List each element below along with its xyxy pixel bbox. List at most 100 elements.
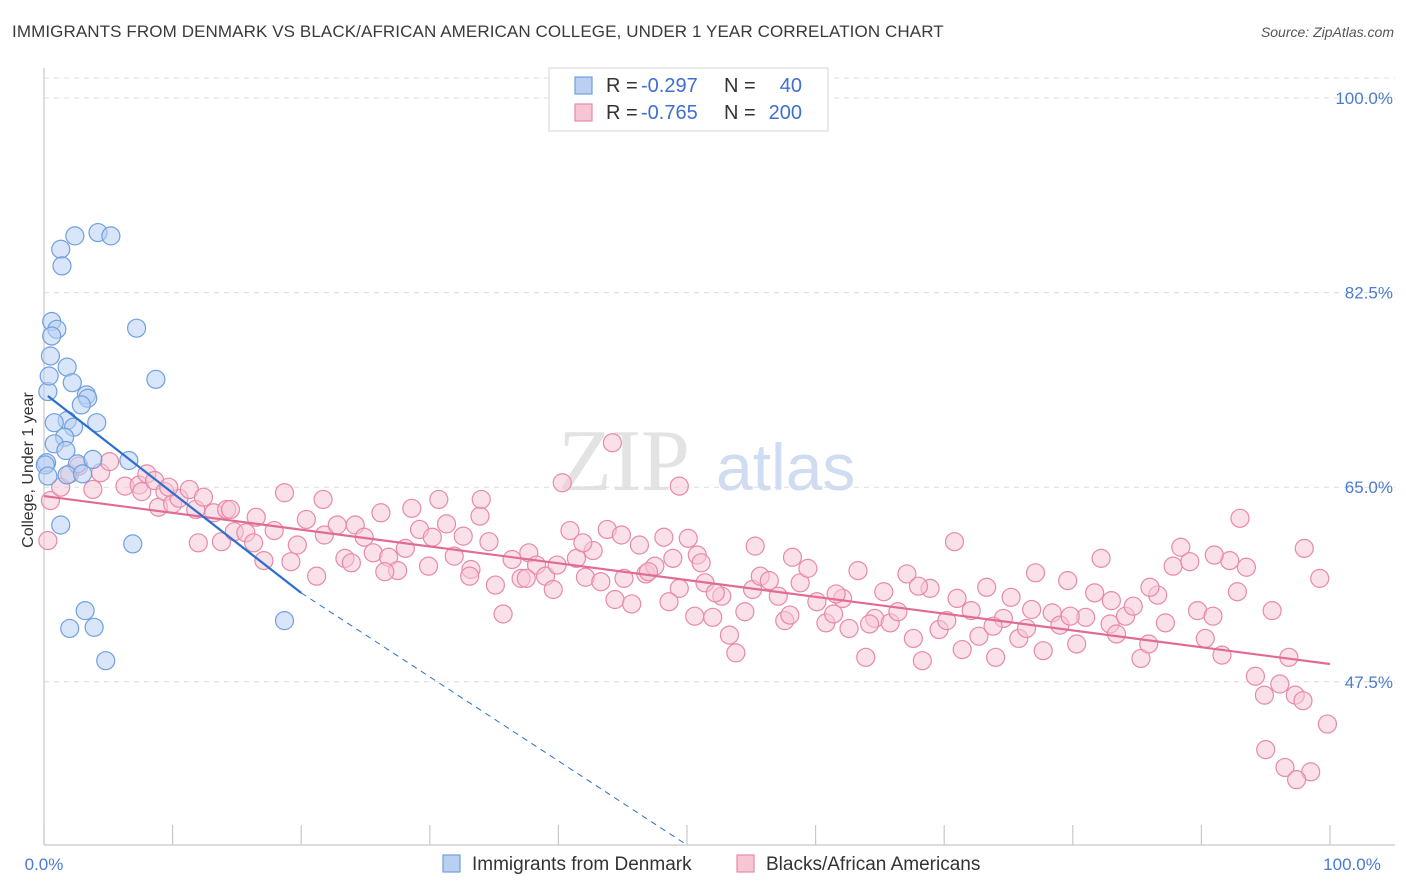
pink-point-191	[159, 477, 179, 497]
blue-point-33	[123, 534, 143, 554]
blue-point-16	[39, 366, 59, 386]
pink-point-0	[38, 530, 58, 551]
y-tick-labels: 47.5% 65.0% 82.5% 100.0%	[1335, 89, 1393, 692]
pink-point-170	[860, 614, 880, 634]
pink-point-127	[1085, 583, 1105, 603]
pink-point-49	[453, 526, 473, 546]
legend-swatch-pink	[574, 103, 593, 122]
y-tick-label-2: 82.5%	[1345, 284, 1393, 303]
pink-point-181	[516, 568, 536, 588]
pink-point-46	[429, 489, 449, 510]
blue-point-11	[62, 373, 82, 393]
pink-point-149	[1262, 601, 1282, 621]
pink-point-111	[952, 639, 972, 660]
pink-point-179	[573, 533, 593, 553]
pink-point-80	[703, 607, 723, 627]
pink-point-186	[341, 553, 361, 573]
pink-point-115	[986, 647, 1006, 667]
pink-point-5	[83, 479, 103, 500]
pink-point-43	[402, 498, 422, 518]
pink-point-157	[1256, 740, 1276, 760]
legend-r-label-0: R =	[606, 75, 638, 97]
pink-point-51	[470, 506, 490, 526]
pink-point-153	[1293, 691, 1313, 711]
pink-point-164	[1101, 591, 1121, 611]
pink-point-160	[1294, 538, 1314, 558]
legend-swatch-blue	[574, 76, 593, 95]
pink-point-60	[543, 579, 563, 600]
pink-point-124	[1058, 571, 1078, 591]
pink-point-47	[436, 514, 457, 534]
pink-point-109	[937, 611, 957, 631]
x-tick-label-min: 0.0%	[25, 855, 64, 874]
pink-point-194	[691, 553, 711, 573]
blue-point-36	[84, 617, 104, 637]
pink-point-132	[1123, 596, 1143, 616]
pink-point-7	[99, 452, 120, 472]
legend-n-label-0: N =	[724, 75, 756, 97]
pink-point-99	[856, 647, 876, 667]
pink-point-82	[719, 625, 740, 645]
blue-point-4	[52, 256, 72, 276]
pink-point-138	[1171, 537, 1191, 557]
pink-point-184	[422, 527, 442, 547]
pink-point-183	[460, 566, 480, 586]
blue-point-8	[40, 346, 61, 366]
legend-r-label-1: R =	[606, 102, 638, 124]
series-immigrants-from-denmark	[35, 222, 295, 671]
pink-point-84	[735, 602, 755, 622]
bottom-legend-label-0: Immigrants from Denmark	[472, 854, 692, 875]
pink-point-175	[685, 606, 705, 626]
trend-line-blue-extension	[300, 592, 688, 846]
pink-point-150	[1270, 674, 1290, 694]
blue-point-7	[42, 326, 62, 346]
pink-point-48	[444, 546, 464, 566]
pink-point-27	[254, 550, 274, 571]
pink-point-101	[874, 582, 894, 602]
pink-point-77	[678, 528, 698, 548]
pink-point-92	[798, 558, 818, 578]
pink-point-68	[605, 589, 625, 610]
pink-point-45	[418, 556, 439, 576]
pink-point-187	[313, 489, 333, 510]
pink-point-30	[281, 552, 301, 572]
y-tick-label-3: 100.0%	[1335, 89, 1393, 108]
pink-point-134	[1139, 634, 1159, 654]
pink-point-62	[560, 520, 580, 541]
pink-point-70	[622, 594, 642, 614]
blue-point-1	[51, 239, 71, 259]
x-axis-ticks	[43, 825, 1331, 845]
pink-point-39	[371, 503, 391, 523]
pink-point-61	[552, 473, 572, 493]
pink-point-104	[897, 564, 917, 584]
pink-point-95	[824, 604, 844, 624]
pink-point-105	[903, 628, 923, 649]
pink-point-159	[1286, 770, 1307, 790]
blue-point-39	[38, 466, 58, 486]
pink-point-52	[479, 532, 499, 552]
blue-point-0	[65, 226, 85, 246]
pink-point-125	[1067, 634, 1087, 654]
blue-point-24	[56, 440, 76, 461]
blue-point-20	[87, 413, 107, 433]
blue-point-14	[146, 369, 166, 389]
blue-point-38	[96, 651, 116, 671]
pink-point-22	[211, 532, 232, 552]
legend-box: R = -0.297 N = 40 R = -0.765 N = 200	[548, 67, 829, 132]
pink-point-192	[669, 476, 689, 496]
pink-point-106	[912, 651, 932, 671]
pink-point-190	[220, 499, 241, 520]
x-tick-label-max: 100.0%	[1323, 855, 1381, 874]
pink-point-119	[1016, 618, 1037, 639]
trend-line-blue	[47, 395, 302, 594]
blue-point-9	[126, 318, 147, 338]
watermark-zip: ZIP	[558, 413, 690, 510]
pink-point-136	[1155, 613, 1175, 633]
blue-point-34	[75, 601, 95, 621]
blue-point-3	[101, 226, 121, 246]
pink-point-20	[188, 533, 208, 553]
watermark-atlas: atlas	[716, 430, 855, 504]
pink-point-156	[1317, 714, 1338, 734]
pink-point-110	[944, 532, 965, 552]
pink-point-158	[1275, 757, 1295, 778]
